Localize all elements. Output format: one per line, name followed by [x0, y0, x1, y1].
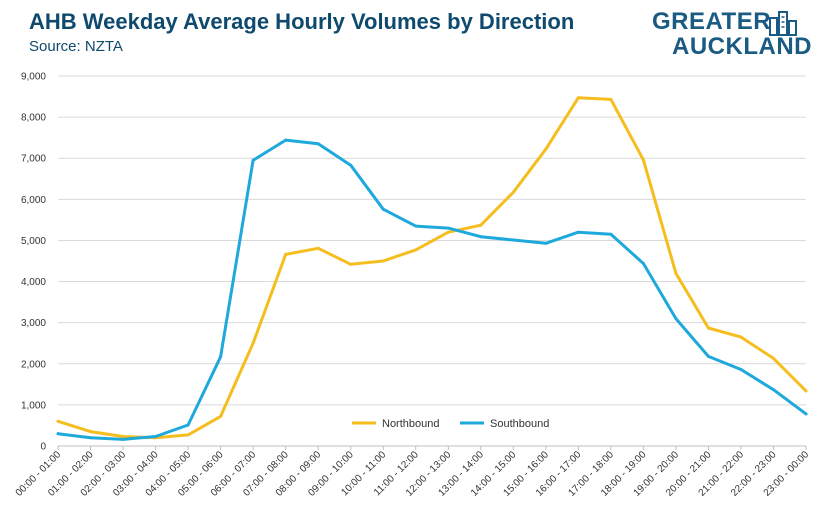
- data-point-northbound: [706, 326, 710, 330]
- data-point-southbound: [349, 163, 353, 167]
- data-point-southbound: [154, 435, 158, 439]
- y-tick-label: 3,000: [21, 318, 46, 329]
- data-point-northbound: [641, 158, 645, 162]
- data-point-northbound: [186, 433, 190, 437]
- data-point-northbound: [479, 223, 483, 227]
- logo-line-2: AUCKLAND: [672, 33, 812, 60]
- data-point-southbound: [316, 142, 320, 146]
- data-point-southbound: [414, 224, 418, 228]
- y-tick-label: 5,000: [21, 236, 46, 247]
- y-axis: 0 1,000 2,000 3,000 4,000 5,000 6,000 7,000 8,00…: [21, 72, 46, 453]
- chart-gridlines: [58, 75, 806, 447]
- data-point-northbound: [446, 230, 450, 234]
- data-point-northbound: [674, 271, 678, 275]
- data-point-northbound: [56, 419, 60, 423]
- data-point-southbound: [381, 207, 385, 211]
- data-point-southbound: [89, 436, 93, 440]
- y-tick-label: 8,000: [21, 113, 46, 124]
- data-point-northbound: [804, 389, 808, 393]
- data-point-northbound: [316, 246, 320, 250]
- data-point-southbound: [609, 232, 613, 236]
- data-point-northbound: [739, 335, 743, 339]
- data-point-northbound: [349, 262, 353, 266]
- data-point-southbound: [544, 241, 548, 245]
- y-tick-label: 9,000: [21, 72, 46, 83]
- data-point-northbound: [544, 147, 548, 151]
- data-point-southbound: [804, 412, 808, 416]
- data-point-southbound: [576, 230, 580, 234]
- data-point-northbound: [414, 248, 418, 252]
- data-point-northbound: [284, 252, 288, 256]
- data-point-southbound: [219, 355, 223, 359]
- data-point-northbound: [511, 190, 515, 194]
- y-tick-label: 1,000: [21, 400, 46, 411]
- y-tick-label: 7,000: [21, 154, 46, 165]
- data-point-northbound: [381, 259, 385, 263]
- data-point-southbound: [511, 238, 515, 242]
- chart-subtitle: Source: NZTA: [29, 38, 123, 55]
- legend-label-northbound: Northbound: [382, 418, 440, 430]
- data-point-southbound: [186, 423, 190, 427]
- data-point-southbound: [674, 317, 678, 321]
- data-point-southbound: [479, 235, 483, 239]
- legend-label-southbound: Southbound: [490, 418, 549, 430]
- greater-auckland-logo: GREATER AUCKLAND: [652, 10, 812, 60]
- data-point-northbound: [219, 414, 223, 418]
- y-tick-label: 2,000: [21, 359, 46, 370]
- data-point-northbound: [121, 435, 125, 439]
- data-point-southbound: [739, 368, 743, 372]
- chart-series: [56, 96, 808, 441]
- y-tick-label: 0: [40, 442, 46, 453]
- data-point-northbound: [771, 356, 775, 360]
- data-point-southbound: [251, 158, 255, 162]
- chart-legend: Northbound Southbound: [352, 418, 549, 430]
- y-tick-label: 6,000: [21, 195, 46, 206]
- data-point-southbound: [771, 388, 775, 392]
- data-point-northbound: [251, 341, 255, 345]
- data-point-southbound: [121, 437, 125, 441]
- data-point-southbound: [446, 226, 450, 230]
- y-tick-label: 4,000: [21, 277, 46, 288]
- data-point-southbound: [56, 432, 60, 436]
- logo-line-1: GREATER: [652, 8, 772, 35]
- chart-title: AHB Weekday Average Hourly Volumes by Di…: [29, 9, 575, 34]
- data-point-northbound: [609, 97, 613, 101]
- data-point-southbound: [284, 138, 288, 142]
- data-point-northbound: [576, 96, 580, 100]
- city-buildings-icon: [769, 11, 797, 36]
- data-point-southbound: [706, 354, 710, 358]
- series-line-southbound: [56, 138, 808, 441]
- data-point-southbound: [641, 261, 645, 265]
- series-line-northbound: [56, 96, 808, 440]
- data-point-northbound: [89, 430, 93, 434]
